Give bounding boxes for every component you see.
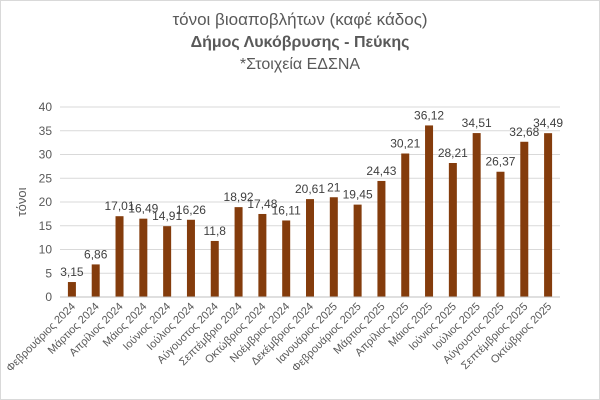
bar: [425, 125, 434, 298]
data-label: 36,12: [414, 108, 444, 122]
data-label: 16,26: [176, 203, 206, 217]
y-axis-label: τόνοι: [14, 187, 29, 216]
y-tick-label: 35: [39, 124, 53, 138]
bar: [139, 218, 148, 297]
data-label: 24,43: [366, 164, 396, 178]
data-label: 11,8: [204, 224, 227, 238]
y-tick-label: 10: [39, 243, 53, 257]
y-tick-label: 40: [39, 100, 53, 114]
y-tick-label: 25: [39, 171, 53, 185]
data-label: 17,48: [247, 197, 277, 211]
data-label: 20,61: [295, 182, 325, 196]
bar: [115, 216, 124, 297]
data-label: 21: [327, 180, 341, 194]
bar: [91, 264, 100, 297]
bar: [258, 213, 267, 297]
bar: [544, 133, 553, 297]
bar: [306, 199, 314, 297]
chart-title: τόνοι βιοαποβλήτων (καφέ κάδος): [172, 10, 428, 29]
bar: [401, 153, 410, 297]
bar: [496, 171, 505, 297]
data-label: 19,45: [343, 188, 373, 202]
y-tick-label: 15: [39, 219, 53, 233]
data-label: 6,86: [84, 247, 108, 261]
data-label: 30,21: [390, 137, 420, 151]
data-label: 16,49: [128, 202, 158, 216]
data-label: 28,21: [438, 146, 468, 160]
chart-source-note: *Στοιχεία ΕΔΣΝΑ: [239, 56, 361, 73]
data-label: 17,01: [105, 199, 135, 213]
y-tick-label: 0: [45, 290, 52, 304]
bar: [163, 226, 172, 297]
y-tick-label: 30: [39, 148, 53, 162]
data-label: 3,15: [60, 265, 84, 279]
data-label: 26,37: [485, 155, 515, 169]
bar: [186, 219, 195, 297]
data-label: 14,91: [152, 209, 182, 223]
bar: [377, 180, 386, 297]
bar: [282, 220, 291, 297]
bar: [353, 204, 362, 297]
data-label: 32,68: [509, 125, 539, 139]
bar: [210, 240, 219, 297]
bar: [67, 282, 76, 297]
chart-titles: τόνοι βιοαποβλήτων (καφέ κάδος) Δήμος Λυ…: [0, 8, 600, 76]
data-label: 34,49: [533, 116, 563, 130]
bar: [472, 133, 481, 297]
bar: [520, 141, 529, 297]
data-label: 34,51: [462, 116, 492, 130]
data-label: 16,11: [272, 203, 301, 217]
bar: [329, 197, 338, 297]
y-tick-label: 5: [45, 266, 52, 280]
chart-subtitle: Δήμος Λυκόβρυσης - Πεύκης: [190, 34, 410, 51]
y-tick-label: 20: [39, 195, 53, 209]
bar: [448, 163, 457, 297]
bar: [234, 207, 243, 297]
data-label: 18,92: [224, 190, 254, 204]
